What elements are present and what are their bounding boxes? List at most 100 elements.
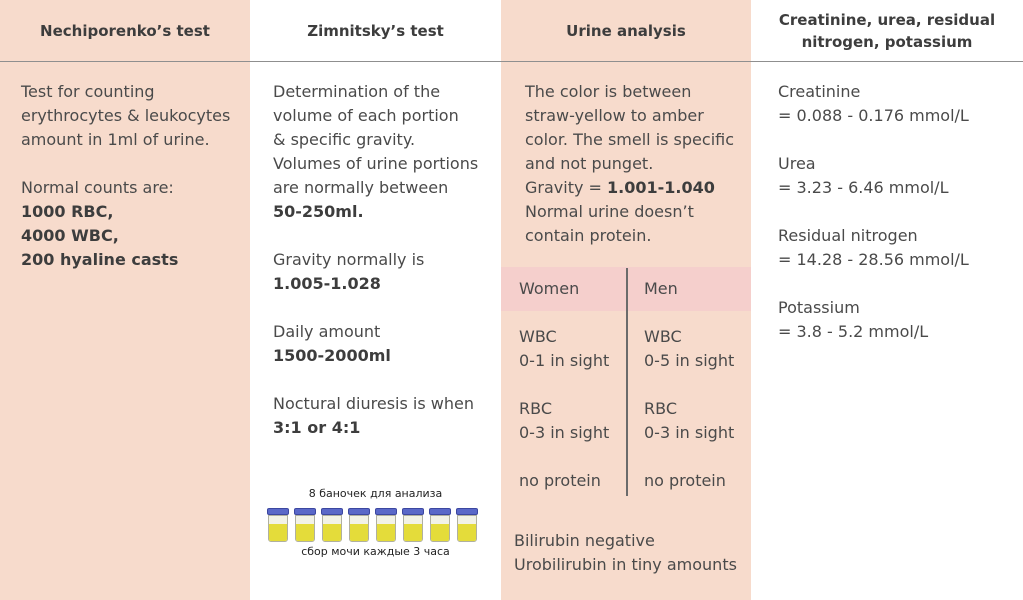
desc-line: volume of each portion [273,106,459,125]
title-line: Creatinine, urea, residual [778,10,996,29]
gravity-value: 1.001-1.040 [607,178,715,197]
urobilirubin-line: Urobilirubin in tiny amounts [514,555,737,574]
desc-line: Test for counting [21,82,155,101]
color-line: and not punget. [525,154,654,173]
column-urine-analysis: Urine analysis The color is between stra… [501,0,751,600]
sample-jar-icon [429,508,451,542]
count-wbc: 4000 WBC, [21,226,119,245]
desc-line: are normally between [273,178,449,197]
jar-lid [429,508,451,515]
jar-lid [321,508,343,515]
jar-liquid [404,523,422,541]
sample-jar-icon [402,508,424,542]
jar-glass [430,515,450,542]
jar-liquid [458,523,476,541]
jar-liquid [323,523,341,541]
sample-jar-icon [321,508,343,542]
sample-jar-icon [267,508,289,542]
jar-glass [349,515,369,542]
column-title: Nechiporenko’s test [40,21,210,40]
desc-line: & specific gravity. [273,130,416,149]
jar-lid [294,508,316,515]
sample-jars-illustration [267,508,478,542]
protein-value: no protein [519,471,601,490]
color-line: color. The smell is specific [525,130,735,149]
sample-jar-icon [294,508,316,542]
color-line: straw-yellow to amber [525,106,704,125]
item-value: = 0.088 - 0.176 mmol/L [778,106,969,125]
color-line: The color is between [525,82,692,101]
rbc-label: RBC [519,399,552,418]
men-header: Men [644,279,678,298]
desc-line: amount in 1ml of urine. [21,130,210,149]
title-line: nitrogen, potassium [801,32,973,51]
women-header: Women [519,279,580,298]
gravity-label: Gravity normally is [273,250,425,269]
column-title: Urine analysis [566,21,686,40]
jar-lid [267,508,289,515]
header-divider [0,61,1023,62]
jar-liquid [269,523,287,541]
column-body: Determination of the volume of each port… [273,80,495,464]
wbc-label: WBC [519,327,557,346]
gravity-value: 1.005-1.028 [273,274,381,293]
sample-jar-icon [456,508,478,542]
count-casts: 200 hyaline casts [21,250,179,269]
jar-liquid [350,523,368,541]
jar-glass [376,515,396,542]
gravity-line: Gravity = 1.001-1.040 [525,176,747,200]
jar-lid [456,508,478,515]
jar-liquid [296,523,314,541]
sample-jar-icon [375,508,397,542]
wbc-label: WBC [644,327,682,346]
jar-glass [295,515,315,542]
desc-line: erythrocytes & leukocytes [21,106,231,125]
jar-lid [375,508,397,515]
bilirubin-notes: Bilirubin negative Urobilirubin in tiny … [514,529,737,577]
daily-label: Daily amount [273,322,381,341]
item-value: = 14.28 - 28.56 mmol/L [778,250,969,269]
men-column: Men WBC 0-5 in sight RBC 0-3 in sight no… [644,277,734,517]
item-name: Residual nitrogen [778,226,918,245]
women-column: Women WBC 0-1 in sight RBC 0-3 in sight … [519,277,609,517]
item-name: Urea [778,154,816,173]
column-title: Zimnitsky’s test [307,21,444,40]
item-value: = 3.8 - 5.2 mmol/L [778,322,929,341]
desc-line: Determination of the [273,82,441,101]
column-title: Creatinine, urea, residual nitrogen, pot… [751,0,1023,61]
item-name: Creatinine [778,82,861,101]
protein-line: Normal urine doesn’t [525,202,694,221]
jars-caption-top: 8 баночек для анализа [308,487,443,500]
jar-lid [402,508,424,515]
column-zimnitsky: Zimnitsky’s test Determination of the vo… [250,0,501,600]
nocturnal-label: Noctural diuresis is when [273,394,474,413]
jar-liquid [377,523,395,541]
rbc-label: RBC [644,399,677,418]
wbc-value: 0-1 in sight [519,351,610,370]
column-body: Creatinine = 0.088 - 0.176 mmol/L Urea =… [778,80,1018,368]
item-value: = 3.23 - 6.46 mmol/L [778,178,949,197]
protein-line: contain protein. [525,226,652,245]
column-creatinine-urea: Creatinine, urea, residual nitrogen, pot… [751,0,1023,600]
volume-range: 50-250ml. [273,202,364,221]
column-nechiporenko: Nechiporenko’s test Test for counting er… [0,0,250,600]
bilirubin-line: Bilirubin negative [514,531,655,550]
item-name: Potassium [778,298,860,317]
column-body: The color is between straw-yellow to amb… [525,80,747,248]
normal-label: Normal counts are: [21,178,174,197]
jar-liquid [431,523,449,541]
column-body: Test for counting erythrocytes & leukocy… [21,80,243,296]
daily-value: 1500-2000ml [273,346,391,365]
jar-lid [348,508,370,515]
jar-glass [403,515,423,542]
gravity-label: Gravity = [525,178,608,197]
jar-glass [268,515,288,542]
jars-caption-bottom: сбор мочи каждые 3 часа [301,545,450,558]
rbc-value: 0-3 in sight [519,423,610,442]
sample-jar-icon [348,508,370,542]
jar-glass [322,515,342,542]
desc-line: Volumes of urine portions [273,154,479,173]
gender-divider [626,268,628,496]
jar-glass [457,515,477,542]
rbc-value: 0-3 in sight [644,423,735,442]
